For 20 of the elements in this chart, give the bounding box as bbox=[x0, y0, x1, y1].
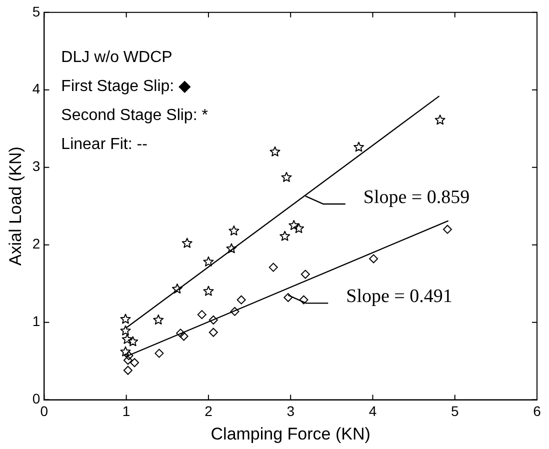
y-axis-title: Axial Load (KN) bbox=[6, 146, 25, 266]
y-tick-label: 5 bbox=[32, 3, 40, 20]
y-tick-label: 4 bbox=[32, 80, 40, 97]
y-tick-label: 0 bbox=[32, 390, 40, 407]
x-tick-label: 1 bbox=[122, 403, 130, 420]
x-tick-label: 5 bbox=[450, 403, 459, 420]
annotation: Slope = 0.491 bbox=[346, 286, 452, 308]
x-axis-title: Clamping Force (KN) bbox=[210, 424, 370, 444]
y-tick-label: 2 bbox=[32, 236, 40, 252]
annotation: DLJ w/o WDCP bbox=[61, 48, 172, 66]
annotation: Slope = 0.859 bbox=[363, 187, 470, 208]
x-tick-label: 3 bbox=[286, 403, 295, 420]
annotation: First Stage Slip: ◆ bbox=[61, 78, 192, 95]
x-tick-label: 6 bbox=[533, 403, 542, 420]
annotation: Linear Fit: -- bbox=[61, 136, 148, 153]
annotation: Second Stage Slip: * bbox=[61, 106, 208, 124]
x-tick-label: 2 bbox=[204, 403, 213, 420]
y-tick-label: 3 bbox=[32, 158, 40, 174]
y-tick-label: 1 bbox=[32, 313, 40, 330]
x-tick-label: 4 bbox=[368, 403, 377, 420]
